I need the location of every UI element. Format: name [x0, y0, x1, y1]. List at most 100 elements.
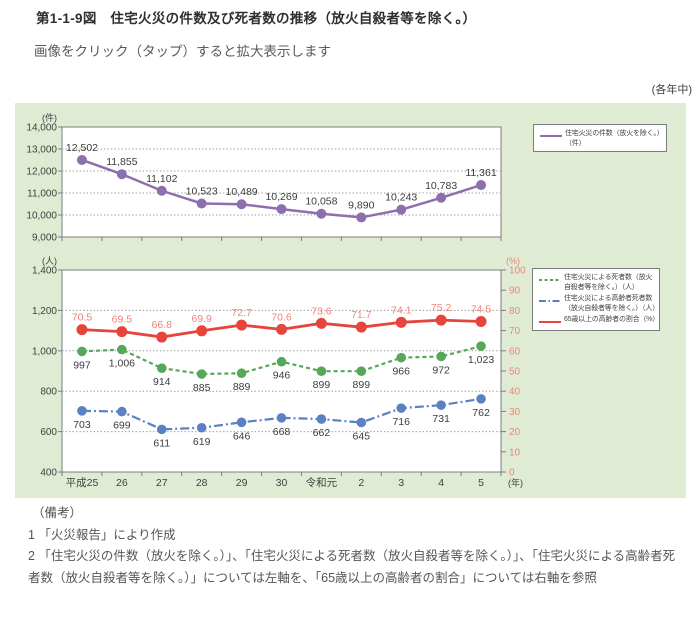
svg-text:30: 30	[276, 477, 288, 489]
figure-title: 第1-1-9図 住宅火災の件数及び死者数の推移（放火自殺者等を除く。）	[36, 11, 477, 26]
series-1-1-labels: 703 699 611 619 646 668 662 645 716 731 762	[73, 407, 490, 450]
svg-text:66.8: 66.8	[152, 319, 173, 331]
series-1-0	[77, 341, 486, 379]
svg-text:1,006: 1,006	[109, 358, 135, 370]
svg-text:50: 50	[509, 367, 521, 378]
svg-text:40: 40	[509, 387, 521, 398]
svg-text:11,000: 11,000	[27, 189, 57, 200]
y-axis-left: 400 600 800 1,000 1,200 1,400(人)	[32, 256, 62, 479]
svg-text:60: 60	[509, 346, 521, 357]
svg-text:662: 662	[313, 427, 331, 439]
svg-text:11,361: 11,361	[465, 167, 496, 179]
svg-text:(%): (%)	[506, 256, 520, 266]
svg-text:966: 966	[392, 366, 410, 378]
svg-text:646: 646	[233, 430, 251, 442]
svg-text:10,269: 10,269	[265, 191, 297, 203]
series-1-2	[76, 314, 487, 343]
y-axis-left: 9,000 10,000 11,000 12,000 13,000 14,000(件)	[26, 112, 62, 244]
svg-text:29: 29	[236, 477, 248, 489]
note-1: 1 「火災報告」により作成	[28, 527, 176, 542]
svg-text:28: 28	[196, 477, 208, 489]
svg-text:800: 800	[40, 387, 57, 398]
svg-text:914: 914	[153, 376, 171, 388]
svg-text:26: 26	[116, 477, 128, 489]
svg-text:20: 20	[509, 427, 521, 438]
svg-text:2: 2	[358, 477, 364, 489]
charts-svg: 9,000 10,000 11,000 12,000 13,000 14,000(件) 12…	[26, 112, 526, 489]
notes-section: （備考） 1 「火災報告」により作成 2 「住宅火災の件数（放火を除く。）」、「…	[28, 503, 678, 589]
svg-text:1,200: 1,200	[32, 306, 57, 317]
svg-text:5: 5	[478, 477, 484, 489]
svg-text:1,400: 1,400	[32, 266, 57, 277]
svg-text:11,855: 11,855	[106, 156, 137, 168]
svg-text:令和元: 令和元	[306, 476, 338, 489]
series-1-2-labels: 70.5 69.5 66.8 69.9 72.7 70.6 73.6 71.7 74.1 75.2…	[72, 302, 492, 331]
svg-text:30: 30	[509, 407, 521, 418]
svg-text:100: 100	[509, 266, 526, 277]
svg-text:10,489: 10,489	[226, 186, 258, 198]
period-note: (各年中)	[651, 84, 692, 96]
svg-text:70: 70	[509, 326, 521, 337]
svg-text:885: 885	[193, 382, 211, 394]
svg-text:69.5: 69.5	[112, 314, 133, 326]
svg-text:889: 889	[233, 381, 251, 393]
svg-text:10: 10	[509, 447, 521, 458]
svg-text:27: 27	[156, 477, 168, 489]
legend-label-fire-count: 住宅火災の件数（放火を除く。） （件）	[565, 130, 664, 147]
svg-text:899: 899	[353, 379, 371, 391]
chart-0: 9,000 10,000 11,000 12,000 13,000 14,000(件) 12…	[26, 112, 502, 244]
svg-text:703: 703	[73, 419, 91, 431]
legend-deaths: 住宅火災による死者数（放火 自殺者等を除く。）（人） 住宅火災による高齢者死者数…	[532, 268, 660, 331]
svg-text:1,023: 1,023	[468, 354, 494, 366]
svg-text:平成25: 平成25	[66, 477, 99, 489]
series-0-0-labels: 12,502 11,855 11,102 10,523 10,489 10,269 10,0…	[66, 142, 497, 211]
svg-text:12,502: 12,502	[66, 142, 98, 154]
svg-text:74.1: 74.1	[391, 304, 412, 316]
legend-label-deaths: 住宅火災による死者数（放火 自殺者等を除く。）（人）	[564, 274, 653, 291]
svg-text:997: 997	[73, 359, 91, 371]
legend-entry-elderly-ratio: 65歳以上の高齢者の割合（%）	[538, 315, 660, 327]
chart-image-panel[interactable]: 9,000 10,000 11,000 12,000 13,000 14,000 (件) 12…	[15, 103, 686, 498]
plot-area	[61, 126, 502, 238]
svg-text:400: 400	[40, 468, 57, 479]
svg-text:10,523: 10,523	[186, 185, 218, 197]
svg-text:668: 668	[273, 426, 291, 438]
svg-text:899: 899	[313, 379, 331, 391]
legend-fire-count: 住宅火災の件数（放火を除く。） （件）	[533, 124, 667, 152]
legend-entry-elderly-deaths: 住宅火災による高齢者死者数 （放火自殺者等を除く。）（人）	[538, 294, 659, 313]
svg-text:(年): (年)	[508, 477, 523, 488]
svg-text:600: 600	[40, 427, 57, 438]
svg-text:74.5: 74.5	[471, 304, 492, 316]
svg-text:10,783: 10,783	[425, 180, 457, 192]
svg-text:1,000: 1,000	[32, 346, 57, 357]
svg-text:10,243: 10,243	[385, 192, 417, 204]
series-1-0-labels: 997 1,006 914 885 889 946 899 899 966 972 1,023	[73, 354, 494, 394]
legend-label-elderly-ratio: 65歳以上の高齢者の割合（%）	[564, 316, 660, 323]
zoom-hint-text: 画像をクリック（タップ）すると拡大表示します	[34, 44, 331, 59]
svg-text:699: 699	[113, 420, 131, 432]
svg-text:11,102: 11,102	[146, 173, 177, 185]
svg-text:611: 611	[153, 437, 170, 449]
legend-entry-deaths: 住宅火災による死者数（放火 自殺者等を除く。）（人）	[538, 273, 656, 292]
legend-label-elderly-deaths: 住宅火災による高齢者死者数 （放火自殺者等を除く。）（人）	[564, 295, 659, 312]
svg-text:(件): (件)	[42, 112, 57, 123]
svg-text:946: 946	[273, 370, 291, 382]
svg-text:9,890: 9,890	[348, 199, 374, 211]
svg-text:70.5: 70.5	[72, 312, 93, 324]
series-0-0	[76, 154, 487, 223]
svg-text:71.7: 71.7	[351, 309, 372, 321]
x-axis	[61, 237, 502, 241]
chart-1: 400 600 800 1,000 1,200 1,400(人) 0 10 20 30 40 50 60…	[32, 256, 526, 489]
svg-text:10,058: 10,058	[305, 196, 337, 208]
svg-text:12,000: 12,000	[26, 167, 57, 178]
svg-text:13,000: 13,000	[26, 145, 57, 156]
svg-text:70.6: 70.6	[271, 311, 292, 323]
deaths-line-sample-icon	[539, 279, 561, 281]
svg-text:4: 4	[438, 477, 444, 489]
plot-area	[61, 269, 502, 473]
svg-text:75.2: 75.2	[431, 302, 452, 314]
svg-text:9,000: 9,000	[32, 233, 57, 244]
svg-text:10,000: 10,000	[26, 211, 57, 222]
svg-text:762: 762	[472, 407, 490, 419]
x-axis: 平成25 26 27 28 29 30 令和元 2 3 4 5 (年)	[61, 472, 523, 489]
